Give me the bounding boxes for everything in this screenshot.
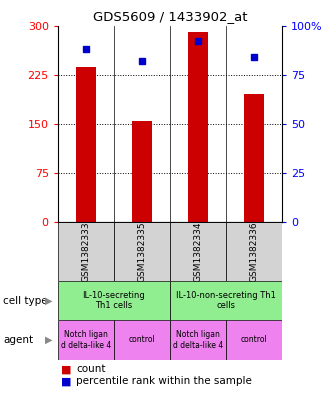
Bar [244,94,264,222]
Text: GSM1382336: GSM1382336 [249,221,259,282]
Bar [114,320,170,360]
Text: Notch ligan
d delta-like 4: Notch ligan d delta-like 4 [61,330,111,350]
Bar [170,320,226,360]
Bar [58,281,170,320]
Text: IL-10-non-secreting Th1
cells: IL-10-non-secreting Th1 cells [176,291,276,310]
Text: ■: ■ [61,364,72,375]
Bar [170,281,282,320]
Bar [58,222,114,281]
Text: cell type: cell type [3,296,48,306]
Bar [226,222,282,281]
Text: percentile rank within the sample: percentile rank within the sample [76,376,252,386]
Bar [226,320,282,360]
Bar [132,121,152,222]
Text: Notch ligan
d delta-like 4: Notch ligan d delta-like 4 [173,330,223,350]
Text: GDS5609 / 1433902_at: GDS5609 / 1433902_at [93,10,247,23]
Text: GSM1382333: GSM1382333 [81,221,90,282]
Bar [188,32,208,222]
Text: ▶: ▶ [45,335,52,345]
Text: count: count [76,364,105,375]
Text: control: control [128,336,155,344]
Text: GSM1382334: GSM1382334 [193,221,203,282]
Text: ▶: ▶ [45,296,52,306]
Text: GSM1382335: GSM1382335 [137,221,147,282]
Bar [58,320,114,360]
Bar [170,222,226,281]
Bar [76,67,96,222]
Text: control: control [241,336,268,344]
Text: ■: ■ [61,376,72,386]
Text: agent: agent [3,335,33,345]
Bar [114,222,170,281]
Text: IL-10-secreting
Th1 cells: IL-10-secreting Th1 cells [82,291,145,310]
